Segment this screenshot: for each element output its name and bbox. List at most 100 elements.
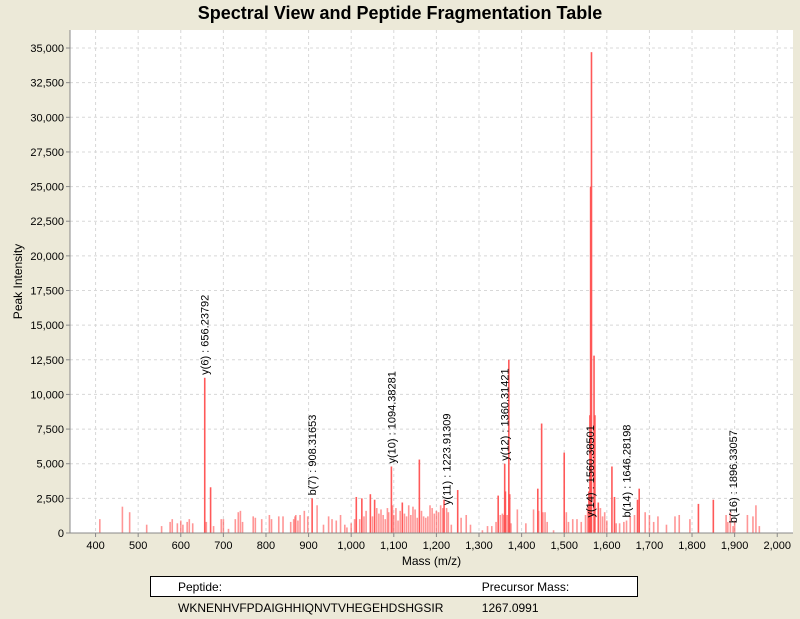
peak-bar: [405, 516, 408, 533]
peak-bar: [746, 514, 749, 533]
peak-bar: [571, 519, 574, 533]
peak-bar: [252, 516, 254, 533]
peak-bar: [732, 526, 734, 533]
y-tick-label: 30,000: [30, 112, 64, 124]
peak-bar: [552, 530, 555, 533]
peak-bar: [260, 519, 263, 533]
peak-bar: [576, 519, 578, 533]
peak-bar: [397, 520, 399, 533]
peak-bar: [239, 510, 242, 533]
peak-bar: [625, 520, 628, 533]
peak-bar: [203, 377, 206, 533]
x-tick-label: 900: [299, 540, 317, 552]
peak-bar: [486, 526, 489, 533]
peak-bar: [222, 519, 225, 533]
x-tick-label: 1,200: [423, 540, 451, 552]
peak-bar: [391, 505, 394, 533]
precursor-mass: Precursor Mass: 1267.0991: [481, 580, 570, 615]
peak-bar: [580, 521, 583, 533]
peak-bar: [186, 521, 188, 533]
peak-bar: [443, 499, 445, 533]
peak-bar: [445, 508, 448, 533]
plot-area: [70, 30, 793, 533]
peak-annotation: y(12) : 1360.31421: [500, 368, 512, 460]
peak-bar: [429, 505, 431, 533]
peak-bar: [237, 512, 240, 533]
peak-bar: [99, 519, 101, 533]
peak-bar: [603, 512, 606, 533]
peak-bar: [355, 496, 358, 533]
peak-bar: [542, 512, 544, 533]
peak-bar: [433, 513, 436, 533]
peak-annotation: y(6) : 656.23792: [200, 295, 212, 375]
peak-bar: [733, 520, 736, 533]
peak-bar: [270, 519, 273, 533]
peak-bar: [365, 510, 367, 533]
x-tick-label: 1,000: [337, 540, 365, 552]
peak-bar: [589, 186, 592, 533]
y-tick-label: 20,000: [30, 251, 64, 263]
peak-bar: [382, 514, 384, 533]
peak-bar: [375, 508, 378, 533]
peptide-info-box: Peptide: WKNENHVFPDAIGHHIQNVTVHEGEHDSHGS…: [150, 576, 638, 615]
y-axis-label: Peak Intensity: [11, 244, 25, 319]
peak-bar: [191, 523, 194, 533]
peak-bar: [584, 514, 587, 533]
peak-bar: [636, 499, 639, 533]
peak-bar: [369, 494, 372, 533]
peak-bar: [380, 509, 382, 533]
peak-bar: [299, 514, 301, 533]
peak-bar: [615, 523, 617, 533]
x-tick-label: 1,800: [678, 540, 706, 552]
peak-bar: [618, 523, 621, 533]
peak-bar: [427, 516, 429, 533]
y-tick-label: 7,500: [36, 424, 64, 436]
peak-bar: [361, 498, 363, 533]
peak-bar: [353, 519, 356, 533]
peak-bar: [392, 514, 395, 533]
peak-bar: [439, 505, 442, 533]
y-tick-label: 12,500: [30, 355, 64, 367]
peak-bar: [456, 490, 459, 533]
peak-bar: [697, 503, 700, 533]
peak-bar: [399, 510, 401, 533]
peak-bar: [678, 514, 681, 533]
peak-bar: [292, 519, 295, 533]
peak-annotation: b(14) : 1646.28198: [622, 425, 634, 518]
peak-bar: [145, 524, 148, 533]
chart-title: Spectral View and Peptide Fragmentation …: [197, 3, 603, 23]
y-tick-label: 22,500: [30, 216, 64, 228]
peak-bar: [363, 516, 365, 533]
y-tick-label: 2,500: [36, 493, 64, 505]
peak-annotation: b(16) : 1896.33057: [728, 430, 740, 523]
peak-bar: [588, 491, 590, 533]
peak-bar: [295, 514, 297, 533]
x-tick-label: 2,000: [763, 540, 791, 552]
peak-bar: [268, 514, 271, 533]
x-tick-label: 1,700: [636, 540, 664, 552]
peak-bar: [350, 523, 352, 533]
peak-bar: [712, 499, 715, 533]
y-tick-label: 5,000: [36, 459, 64, 471]
peak-bar: [205, 521, 208, 533]
peak-annotation: b(7) : 908.31653: [307, 415, 319, 496]
peak-bar: [563, 452, 566, 533]
peak-bar: [450, 524, 453, 533]
peak-bar: [633, 514, 636, 533]
peak-bar: [447, 512, 450, 533]
peak-bar: [508, 494, 511, 533]
x-tick-label: 700: [214, 540, 232, 552]
peak-bar: [282, 516, 284, 533]
peak-bar: [311, 498, 313, 533]
peak-bar: [179, 520, 182, 533]
y-tick-label: 15,000: [30, 320, 64, 332]
peak-bar: [657, 516, 659, 533]
peak-bar: [410, 514, 412, 533]
peak-bar: [441, 508, 444, 533]
peak-bar: [593, 355, 595, 533]
peak-bar: [420, 510, 423, 533]
x-tick-label: 1,400: [508, 540, 536, 552]
peak-bar: [435, 510, 438, 533]
x-tick-label: 800: [257, 540, 275, 552]
y-tick-label: 27,500: [30, 147, 64, 159]
